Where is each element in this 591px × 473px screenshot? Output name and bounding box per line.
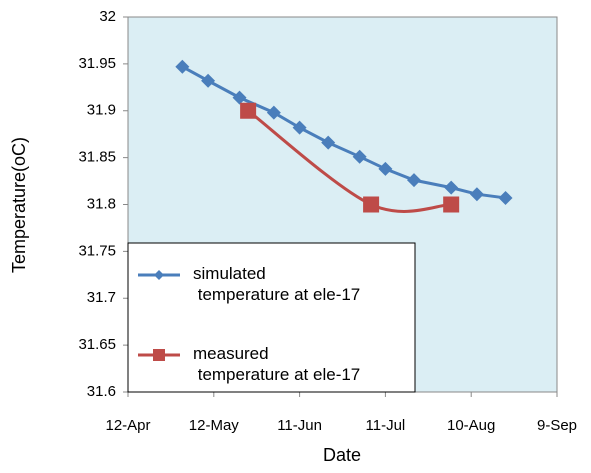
y-tick-label: 31.8 bbox=[87, 195, 116, 212]
x-tick-label: 12-Apr bbox=[105, 417, 150, 434]
marker bbox=[498, 190, 513, 205]
marker bbox=[154, 270, 164, 280]
marker bbox=[352, 149, 367, 164]
x-tick-label: 11-Jul bbox=[366, 417, 406, 434]
y-axis-title: Temperature(oC) bbox=[9, 137, 29, 273]
y-tick-label: 31.95 bbox=[78, 55, 116, 72]
marker bbox=[240, 102, 257, 119]
x-axis-title: Date bbox=[323, 445, 361, 465]
marker bbox=[321, 135, 336, 150]
y-tick-label: 32 bbox=[99, 8, 116, 25]
marker bbox=[378, 161, 393, 176]
marker bbox=[201, 73, 216, 88]
legend-label-line: simulated bbox=[193, 264, 266, 283]
y-tick-label: 31.6 bbox=[87, 383, 116, 400]
y-tick-label: 31.65 bbox=[78, 336, 116, 353]
x-tick-label: 9-Sep bbox=[537, 417, 577, 434]
x-tick-label: 10-Aug bbox=[447, 417, 495, 434]
legend-label: measured temperature at ele-17 bbox=[193, 344, 360, 384]
marker bbox=[407, 173, 421, 188]
marker bbox=[153, 349, 165, 361]
legend-label: simulated temperature at ele-17 bbox=[193, 264, 360, 304]
marker bbox=[266, 105, 281, 120]
y-tick-label: 31.7 bbox=[87, 289, 116, 306]
marker bbox=[232, 90, 247, 105]
marker bbox=[443, 196, 460, 213]
marker bbox=[469, 187, 484, 202]
x-tick-label: 12-May bbox=[189, 417, 240, 434]
y-tick-label: 31.75 bbox=[78, 242, 116, 259]
legend-box bbox=[127, 242, 416, 393]
legend: simulated temperature at ele-17measured … bbox=[127, 242, 416, 393]
legend-label-line: temperature at ele-17 bbox=[193, 365, 360, 384]
y-tick-label: 31.85 bbox=[78, 149, 116, 166]
y-tick-label: 31.9 bbox=[87, 102, 116, 119]
legend-label-line: temperature at ele-17 bbox=[193, 285, 360, 304]
x-tick-label: 11-Jun bbox=[277, 417, 322, 434]
marker bbox=[363, 196, 380, 213]
marker bbox=[292, 120, 307, 135]
marker bbox=[175, 59, 190, 74]
marker bbox=[444, 180, 459, 195]
legend-label-line: measured bbox=[193, 344, 269, 363]
